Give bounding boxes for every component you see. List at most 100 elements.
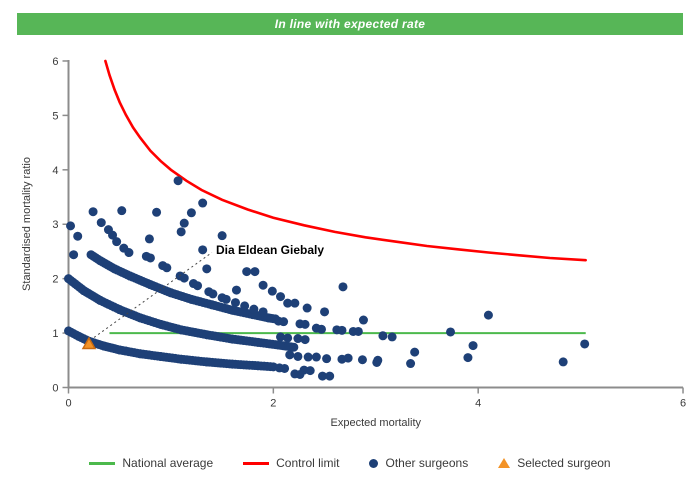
national-average-line-swatch xyxy=(89,461,116,465)
other-surgeon-point xyxy=(144,234,154,244)
other-surgeon-point xyxy=(353,326,363,336)
other-surgeon-point xyxy=(198,245,208,255)
x-axis-label: Expected mortality xyxy=(331,417,422,429)
other-surgeon-point xyxy=(300,335,310,345)
x-tick-label: 2 xyxy=(270,398,276,410)
other-surgeon-point xyxy=(179,218,189,228)
other-surgeon-point xyxy=(112,237,122,247)
other-surgeon-point xyxy=(463,353,473,363)
other-surgeon-point xyxy=(302,303,312,313)
other-surgeon-point xyxy=(358,315,368,325)
other-surgeon-point xyxy=(73,231,83,241)
other-surgeon-point xyxy=(108,230,118,240)
other-surgeon-point xyxy=(337,325,347,335)
other-surgeon-point xyxy=(221,294,231,304)
other-surgeon-point xyxy=(280,363,290,373)
other-surgeon-point xyxy=(179,273,189,283)
other-surgeon-point xyxy=(303,352,313,362)
other-surgeon-point xyxy=(96,218,106,228)
other-surgeon-point xyxy=(446,327,456,337)
other-surgeon-point xyxy=(208,289,218,299)
other-surgeon-point xyxy=(316,324,326,334)
control-limit-curve xyxy=(104,59,587,262)
y-tick-label: 3 xyxy=(52,219,58,231)
other-surgeon-point xyxy=(387,332,397,342)
other-surgeon-point xyxy=(293,334,303,344)
other-surgeon-point xyxy=(300,319,310,329)
legend-label: National average xyxy=(122,456,214,470)
other-surgeon-point xyxy=(276,332,286,342)
other-surgeon-point xyxy=(176,227,186,237)
plot-layer: 0 1 2 3 4 5 6 0 2 4 6 xyxy=(52,56,686,410)
annotation-line xyxy=(93,252,213,338)
other-surgeon-point xyxy=(250,267,260,277)
status-banner: In line with expected rate xyxy=(17,13,683,35)
other-surgeon-point xyxy=(202,264,212,274)
other-surgeon-point xyxy=(267,286,277,296)
other-surgeon-point xyxy=(145,253,155,263)
other-surgeon-point xyxy=(117,206,127,216)
other-surgeon-point xyxy=(217,231,227,241)
other-surgeon-point xyxy=(410,347,420,357)
other-surgeon-point xyxy=(162,263,172,273)
legend-item-other-surgeons: Other surgeons xyxy=(369,456,468,470)
selected-surgeon-point[interactable] xyxy=(81,336,97,350)
y-tick-label: 4 xyxy=(52,165,58,177)
other-surgeon-point xyxy=(311,352,321,362)
legend-item-control-limit: Control limit xyxy=(243,456,339,470)
other-surgeon-point xyxy=(283,333,293,343)
other-surgeon-point xyxy=(357,355,367,365)
other-surgeon-point xyxy=(258,307,268,317)
selected-surgeon-annotation[interactable]: Dia Eldean Giebaly xyxy=(216,243,324,257)
other-surgeon-point xyxy=(124,248,134,258)
other-surgeon-point xyxy=(322,354,332,364)
other-surgeon-point xyxy=(249,304,259,314)
other-surgeon-point xyxy=(198,198,208,208)
y-tick-label: 6 xyxy=(52,56,58,68)
x-tick-label: 0 xyxy=(65,398,71,410)
other-surgeons-dot-swatch xyxy=(369,458,379,468)
other-surgeon-point xyxy=(258,280,268,290)
other-surgeon-point xyxy=(343,353,353,363)
legend-item-selected-surgeon: Selected surgeon xyxy=(498,456,611,470)
other-surgeon-point xyxy=(338,282,348,292)
other-surgeon-point xyxy=(305,366,315,376)
selected-surgeon-triangle-swatch xyxy=(498,458,511,468)
other-surgeon-point xyxy=(276,292,286,302)
other-surgeon-point xyxy=(290,298,300,308)
other-surgeon-point xyxy=(325,371,335,381)
other-surgeon-point xyxy=(320,307,330,317)
control-limit-line-swatch xyxy=(243,461,270,465)
other-surgeon-point xyxy=(558,357,568,367)
other-surgeon-point xyxy=(173,176,183,186)
other-surgeon-point xyxy=(285,350,295,360)
legend-label: Other surgeons xyxy=(385,456,469,470)
other-surgeon-point xyxy=(293,351,303,361)
other-surgeon-point xyxy=(231,285,241,295)
other-surgeon-point xyxy=(242,267,252,277)
other-surgeon-point xyxy=(279,317,289,327)
y-tick-label: 5 xyxy=(52,110,58,122)
other-surgeon-point xyxy=(318,371,328,381)
legend-item-national-average: National average xyxy=(89,456,213,470)
other-surgeon-point xyxy=(468,341,478,351)
legend-label: Selected surgeon xyxy=(517,456,611,470)
legend-label: Control limit xyxy=(276,456,340,470)
other-surgeon-point xyxy=(66,221,76,231)
other-surgeon-point xyxy=(230,298,240,308)
other-surgeon-point xyxy=(406,359,416,369)
other-surgeon-point xyxy=(295,369,305,379)
y-tick-label: 2 xyxy=(52,274,58,286)
other-surgeon-point xyxy=(193,281,203,291)
other-surgeon-point xyxy=(152,207,162,217)
other-surgeon-point xyxy=(88,207,98,217)
y-tick-label: 1 xyxy=(52,328,58,340)
other-surgeon-point xyxy=(373,355,383,365)
other-surgeon-point xyxy=(69,250,79,260)
y-tick-label: 0 xyxy=(52,383,58,395)
x-tick-label: 4 xyxy=(475,398,481,410)
other-surgeon-point xyxy=(580,339,590,349)
other-surgeon-point xyxy=(186,208,196,218)
